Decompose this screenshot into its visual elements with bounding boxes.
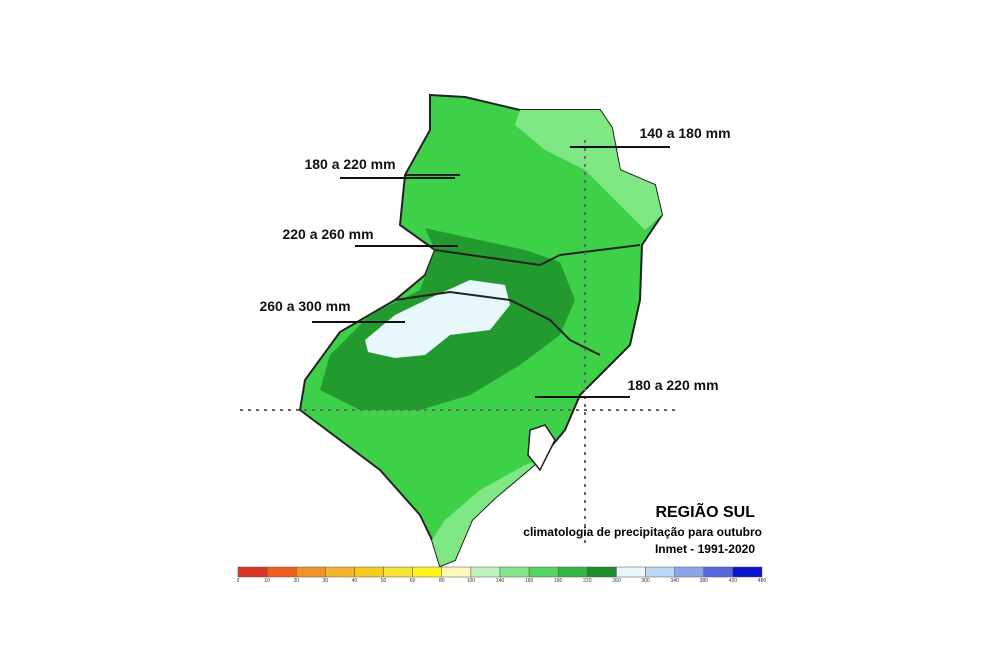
legend-tick-label: 340 xyxy=(670,578,679,584)
legend-tick-label: 30 xyxy=(323,578,329,584)
legend-tick-label: 80 xyxy=(439,578,445,584)
legend-tick-label: 40 xyxy=(352,578,358,584)
legend-swatch xyxy=(499,566,530,578)
legend-swatch xyxy=(470,566,501,578)
legend-swatch xyxy=(383,566,413,578)
legend-swatch xyxy=(557,566,588,578)
color-legend: 0 10 20 30 40 50 60 80 100 140 160 180 220 260 300 340 3… xyxy=(237,566,767,584)
legend-swatch xyxy=(412,566,443,578)
light-zone xyxy=(432,460,540,566)
legend-tick-label: 100 xyxy=(467,578,476,584)
legend-tick-label: 0 xyxy=(237,578,240,584)
legend-tick-label: 260 xyxy=(612,578,621,584)
legend-tick-label: 460 xyxy=(758,578,767,584)
legend-swatch xyxy=(587,566,617,578)
zone-label: 180 a 220 mm xyxy=(627,377,718,393)
legend-tick-label: 10 xyxy=(264,578,270,584)
legend-swatch xyxy=(616,566,646,578)
legend-tick-label: 60 xyxy=(410,578,416,584)
legend-tick-label: 20 xyxy=(293,578,299,584)
legend-swatch xyxy=(674,566,705,578)
legend-swatch xyxy=(237,566,268,578)
legend-tick-label: 380 xyxy=(700,578,709,584)
legend-tick-label: 160 xyxy=(525,578,534,584)
zone-label: 260 a 300 mm xyxy=(259,298,350,314)
legend-swatch xyxy=(703,566,734,578)
region-map xyxy=(240,93,675,568)
legend-swatch xyxy=(354,566,384,578)
state-border xyxy=(394,174,641,356)
zone-label: 180 a 220 mm xyxy=(304,156,395,172)
legend-swatch xyxy=(441,566,472,578)
wet-zone xyxy=(365,280,510,358)
legend-tick-label: 300 xyxy=(641,578,650,584)
legend-swatch xyxy=(645,566,675,578)
legend-swatch xyxy=(266,566,297,578)
legend-tick-label: 50 xyxy=(381,578,387,584)
legend-swatch xyxy=(528,566,559,578)
lagoon xyxy=(527,424,556,472)
zone-label: 140 a 180 mm xyxy=(639,125,730,141)
legend-swatch xyxy=(295,566,326,578)
title: REGIÃO SUL xyxy=(655,501,755,521)
subtitle: climatologia de precipitação para outubr… xyxy=(523,525,762,539)
legend-tick-label: 420 xyxy=(729,578,738,584)
zone-label: 220 a 260 mm xyxy=(282,226,373,242)
legend-tick-label: 180 xyxy=(554,578,563,584)
legend-tick-label: 220 xyxy=(583,578,592,584)
light-zone xyxy=(515,110,662,230)
source: Inmet - 1991-2020 xyxy=(655,542,755,556)
legend-swatch xyxy=(732,566,763,578)
legend-swatch xyxy=(325,566,355,578)
annotations: 140 a 180 mm 180 a 220 mm 220 a 260 mm 2… xyxy=(259,125,762,556)
legend-tick-label: 140 xyxy=(496,578,505,584)
